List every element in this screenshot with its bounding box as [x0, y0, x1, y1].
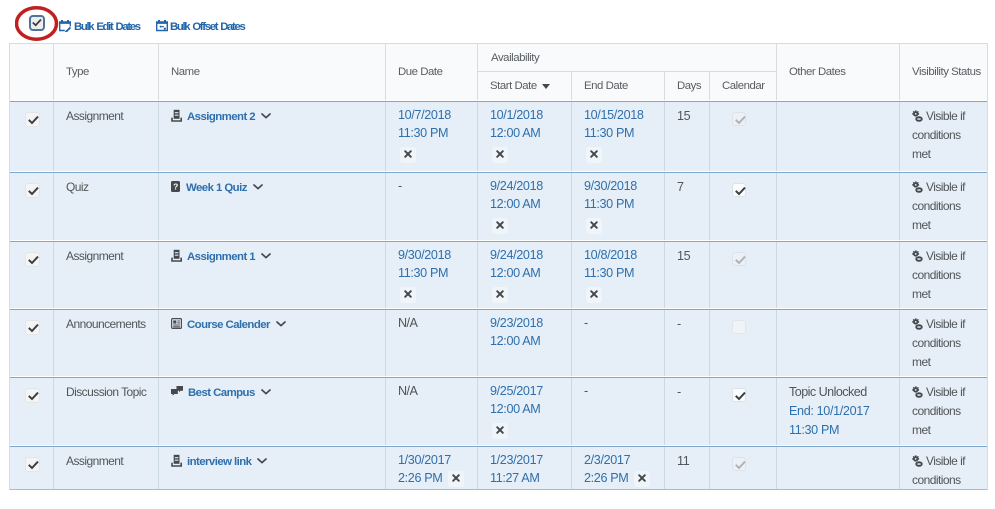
svg-text:?: ? — [173, 182, 178, 192]
